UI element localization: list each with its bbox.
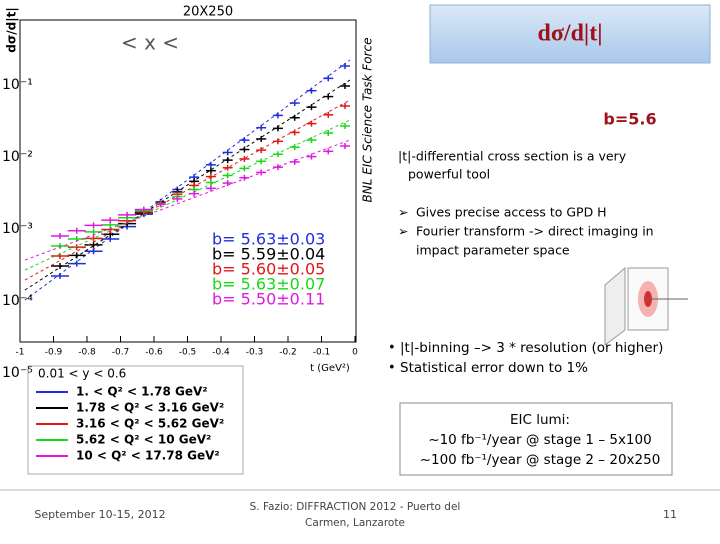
intro-text: |t|-differential cross section is a very [398,149,627,164]
y-tick-label: 10⁻¹ [2,77,33,93]
page-number: 11 [663,508,677,521]
x-tick-label: -1 [16,348,25,358]
lumi-line: EIC lumi: [510,412,570,428]
x-tick-label: -0.2 [279,348,297,358]
arrow-text: Gives precise access to GPD H [416,205,607,220]
bullet-dot: • [388,341,396,356]
side-label: BNL EIC Science Task Force [361,38,375,203]
illustration [604,266,688,346]
lumi-line: ~100 fb⁻¹/year @ stage 2 – 20x250 [420,452,661,468]
fit-line [24,59,351,301]
x-label: t (GeV²) [310,363,350,374]
title-box [429,4,711,64]
y-tick-label: 10⁻² [2,149,33,165]
b-value: b= 5.59±0.04 [212,245,325,264]
y-tick-label: 10⁻³ [2,221,33,237]
x-tick-label: -0.9 [45,348,63,358]
x-tick-label: -0.6 [145,348,163,358]
legend-entry: 1. < Q² < 1.78 GeV² [76,385,208,399]
intro-text: powerful tool [408,167,490,182]
x-tick-label: -0.3 [246,348,264,358]
b-label: b=5.6 [603,110,656,129]
x-tick-label: -0.1 [313,348,331,358]
arrow-bullet: ➢ [398,224,408,239]
fit-line [24,99,351,281]
lumi-line: ~10 fb⁻¹/year @ stage 1 – 5x100 [428,432,651,448]
x-tick-label: -0.5 [179,348,197,358]
footer-author: S. Fazio: DIFFRACTION 2012 - Puerto del [250,501,461,513]
bullet-text: |t|-binning –> 3 * resolution (or higher… [400,340,663,356]
x-tick-label: -0.8 [78,348,96,358]
legend-entry: 1.78 < Q² < 3.16 GeV² [76,401,224,415]
y-tick-label: 10⁻⁴ [2,293,33,309]
b-value: b= 5.63±0.03 [212,230,325,249]
b-value: b= 5.63±0.07 [212,275,325,294]
x-range: < x < [121,31,179,55]
legend-entry: 5.62 < Q² < 10 GeV² [76,433,211,447]
slide-title: dσ/d|t| [538,21,603,47]
legend-entry: 3.16 < Q² < 5.62 GeV² [76,417,224,431]
plot-frame [19,19,357,343]
legend-header: 0.01 < y < 0.6 [38,367,126,381]
footer-date: September 10-15, 2012 [34,508,165,521]
arrow-bullet: ➢ [398,205,408,220]
x-tick-label: 0 [352,348,358,358]
arrow-text: Fourier transform -> direct imaging in [416,224,654,239]
fit-line [24,79,351,291]
x-tick-label: -0.7 [112,348,130,358]
plot-title: 20X250 [183,5,233,20]
b-value: b= 5.60±0.05 [212,260,325,279]
legend-entry: 10 < Q² < 17.78 GeV² [76,449,220,463]
x-tick-label: -0.4 [212,348,230,358]
arrow-text: impact parameter space [416,243,570,258]
y-label: dσ/d|t| [5,7,19,52]
y-tick-label: 10⁻⁵ [2,365,33,381]
fit-line [24,139,351,261]
bullet-text: Statistical error down to 1% [400,360,588,376]
footer-author: Carmen, Lanzarote [305,517,405,529]
lumi-box [399,402,673,476]
b-value: b= 5.50±0.11 [212,290,325,309]
bullet-dot: • [388,361,396,376]
